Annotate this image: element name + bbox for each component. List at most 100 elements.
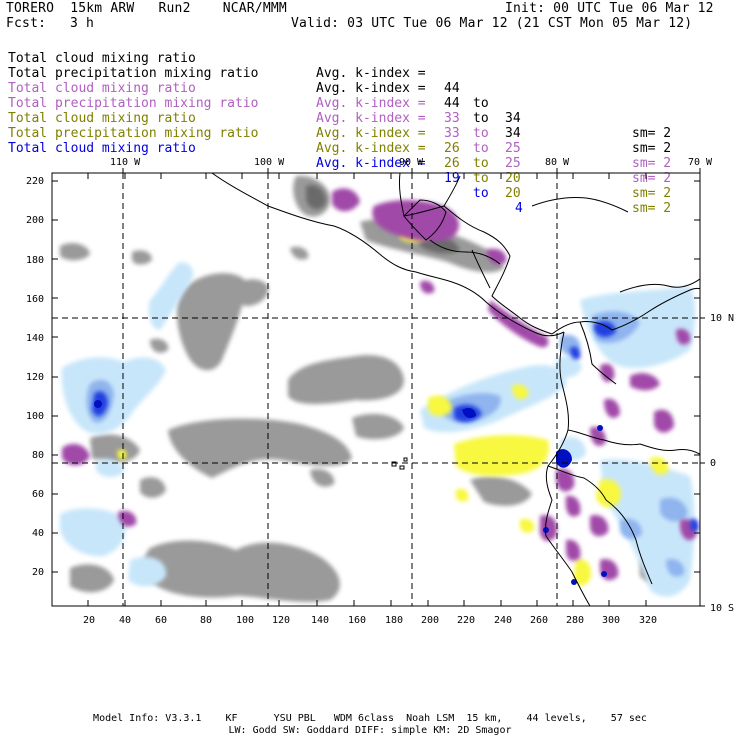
legend-row: Total cloud mixing ratio Avg. k-index = … <box>8 36 671 156</box>
border-line <box>429 239 501 265</box>
model-info-line2: LW: Godd SW: Goddard DIFF: simple KM: 2D… <box>228 725 512 736</box>
legend-field-name: Total cloud mixing ratio <box>8 81 196 96</box>
cloud-patch <box>352 413 404 440</box>
cloud-patch <box>666 558 685 577</box>
legend-smoothing: sm= 2 <box>632 156 672 171</box>
coastline-mexico <box>211 173 565 337</box>
cloud-field-light-blue <box>60 262 696 597</box>
cloud-field-gray <box>60 175 686 602</box>
legend-range-to: 34 <box>505 126 521 141</box>
lon-label: 80 W <box>545 157 570 168</box>
x-tick-label: 120 <box>272 615 291 626</box>
legend-range-to: 34 <box>505 111 521 126</box>
lat-label: 10 N <box>710 313 735 324</box>
legend-range-from: 19 <box>444 171 460 186</box>
cloud-patch <box>94 400 102 408</box>
border-line <box>579 321 617 385</box>
y-tick-label: 20 <box>32 567 45 578</box>
coastline-yucatan <box>443 175 461 207</box>
legend-range-to: 4 <box>515 201 523 216</box>
cloud-patch <box>597 425 603 431</box>
legend-field-name: Total precipitation mixing ratio <box>8 66 259 81</box>
cloud-patch <box>148 262 194 330</box>
x-tick-label: 200 <box>421 615 440 626</box>
island-galapagos <box>391 457 408 470</box>
lon-ticks <box>122 168 701 173</box>
legend-field-name: Total cloud mixing ratio <box>8 51 196 66</box>
legend-avg-label: Avg. k-index = <box>316 81 426 96</box>
precip-patch <box>117 449 127 460</box>
lon-label: 110 W <box>110 157 141 168</box>
legend-row: Total cloud mixing ratio Avg. k-index = … <box>8 126 523 246</box>
cloud-patch <box>310 468 335 487</box>
lon-label: 70 W <box>688 157 713 168</box>
precip-patch <box>455 488 469 502</box>
precip-patch <box>420 280 435 294</box>
y-ticks <box>52 180 700 573</box>
plot-frame <box>51 172 701 607</box>
x-tick-label: 240 <box>494 615 513 626</box>
cloud-patch <box>462 408 476 418</box>
legend-field-name: Total cloud mixing ratio <box>8 111 196 126</box>
cloud-patch <box>570 346 581 360</box>
valid-time: Valid: 03 UTC Tue 06 Mar 12 (21 CST Mon … <box>291 16 693 31</box>
y-tick-label: 100 <box>26 411 45 422</box>
legend-range-to: 20 <box>505 171 521 186</box>
cloud-patch <box>580 286 696 369</box>
coastline-central-america-north <box>399 173 553 335</box>
y-tick-label: 160 <box>26 294 45 305</box>
legend-range-to-word: to <box>473 141 489 156</box>
legend-range-from: 44 <box>444 81 460 96</box>
precip-patch <box>566 539 581 561</box>
x-tick-label: 220 <box>457 615 476 626</box>
legend-range-from: 26 <box>444 141 460 156</box>
legend-smoothing: sm= 2 <box>632 171 672 186</box>
legend-range-from: 33 <box>444 126 460 141</box>
cloud-patch <box>594 321 616 338</box>
cloud-patch <box>543 527 549 533</box>
legend-avg-label: Avg. k-index = <box>316 111 426 126</box>
precip-patch <box>600 558 619 581</box>
precip-patch <box>519 518 535 533</box>
cloud-patch <box>168 418 352 478</box>
border-line <box>471 249 491 289</box>
x-tick-label: 60 <box>155 615 168 626</box>
cloud-patch <box>60 508 126 557</box>
precip-patch <box>676 328 691 345</box>
legend-avg-label: Avg. k-index = <box>316 126 426 141</box>
precip-patch <box>650 456 669 475</box>
cloud-patch <box>90 434 140 463</box>
coastline-ecuador-peru <box>545 331 591 606</box>
legend-row: Total cloud mixing ratio Avg. k-index = … <box>8 96 671 216</box>
model-title: TORERO 15km ARW Run2 NCAR/MMM <box>6 1 287 16</box>
y-tick-label: 140 <box>26 333 45 344</box>
border-line <box>639 443 700 455</box>
x-tick-label: 280 <box>566 615 585 626</box>
border-line <box>547 465 607 501</box>
lon-label: 90 W <box>399 157 424 168</box>
y-tick-label: 120 <box>26 372 45 383</box>
cloud-patch <box>556 355 582 378</box>
legend-smoothing: sm= 2 <box>632 126 672 141</box>
x-tick-label: 320 <box>639 615 658 626</box>
legend-row: Total precipitation mixing ratio Avg. k-… <box>8 111 671 231</box>
legend-row: Total precipitation mixing ratio Avg. k-… <box>8 81 671 201</box>
x-tick-label: 260 <box>530 615 549 626</box>
lat-label: 10 S <box>710 603 735 614</box>
y-tick-label: 80 <box>32 450 45 461</box>
precip-patch <box>590 426 606 446</box>
lon-label: 100 W <box>254 157 285 168</box>
lat-ticks <box>700 317 705 607</box>
precip-patch <box>596 479 621 508</box>
legend-smoothing: sm= 2 <box>632 201 672 216</box>
legend-range-to-word: to <box>473 126 489 141</box>
y-tick-label: 200 <box>26 215 45 226</box>
legend-avg-label: Avg. k-index = <box>316 66 426 81</box>
precip-patch <box>565 495 581 517</box>
legend-range-to-word: to <box>473 186 489 201</box>
legend-range-to-word: to <box>473 156 489 171</box>
cloud-patch <box>140 477 166 498</box>
x-tick-label: 20 <box>83 615 96 626</box>
cloud-patch <box>288 355 404 404</box>
cloud-patch <box>143 540 340 602</box>
